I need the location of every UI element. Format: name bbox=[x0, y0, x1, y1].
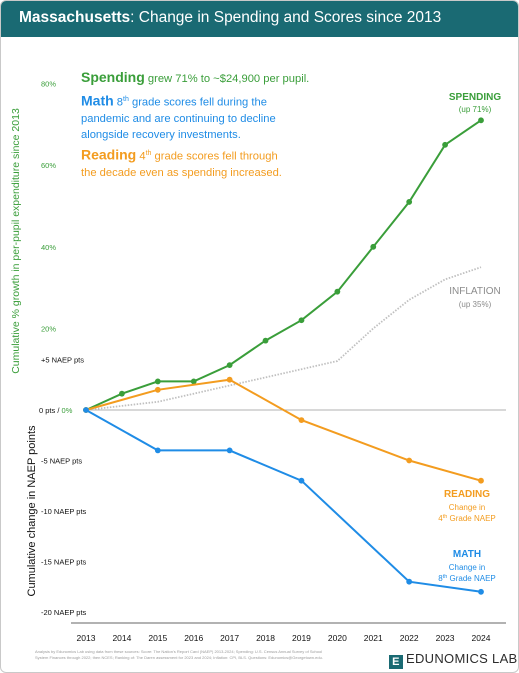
series-grade-reading: 4th Grade NAEP bbox=[438, 514, 496, 523]
title-bar: Massachusetts: Change in Spending and Sc… bbox=[1, 1, 518, 37]
annotation-spending: Spending grew 71% to ~$24,900 per pupil. bbox=[81, 69, 411, 87]
series-line-inflation bbox=[85, 266, 482, 411]
data-point-math bbox=[478, 588, 484, 595]
y-tick-pct: 20% bbox=[41, 324, 56, 333]
series-line-math bbox=[85, 409, 482, 593]
edunomics-logo-mark: E bbox=[389, 655, 403, 669]
data-point-spending bbox=[370, 243, 377, 250]
annotation-math-head: Math bbox=[81, 92, 114, 109]
x-tick-label: 2018 bbox=[256, 633, 275, 643]
data-point-reading bbox=[154, 386, 161, 393]
data-point-spending bbox=[226, 362, 233, 369]
data-point-spending bbox=[119, 390, 125, 397]
data-point-spending bbox=[154, 378, 161, 385]
y-tick-pts: -5 NAEP pts bbox=[41, 457, 82, 466]
series-label-reading: READING bbox=[444, 489, 490, 500]
series-line-reading bbox=[85, 378, 482, 482]
x-tick-label: 2022 bbox=[400, 633, 419, 643]
x-tick-label: 2015 bbox=[148, 633, 167, 643]
edunomics-logo-text: EDUNOMICS LAB bbox=[406, 651, 518, 666]
page-title: Massachusetts: Change in Spending and Sc… bbox=[19, 9, 441, 27]
y-axis-label-naep: Cumulative change in NAEP points bbox=[26, 425, 38, 597]
data-point-spending bbox=[190, 378, 197, 385]
y-tick-pts: +5 NAEP pts bbox=[41, 356, 84, 365]
annotation-math-body: grade scores fell during the pandemic an… bbox=[81, 96, 276, 141]
series-line-spending bbox=[85, 119, 482, 411]
data-point-reading bbox=[298, 417, 305, 423]
data-point-math bbox=[406, 578, 413, 585]
data-point-reading bbox=[226, 376, 233, 383]
series-grade-math: 8th Grade NAEP bbox=[438, 574, 496, 583]
title-state: Massachusetts bbox=[19, 9, 131, 26]
annotation-reading: Reading 4th grade scores fell through th… bbox=[81, 146, 296, 181]
data-point-spending bbox=[298, 317, 305, 324]
data-point-spending bbox=[406, 199, 413, 205]
y-tick-pts: -10 NAEP pts bbox=[41, 507, 87, 516]
x-tick-label: 2020 bbox=[328, 633, 347, 643]
annotation-reading-head: Reading bbox=[81, 146, 137, 163]
series-sub-spending: (up 71%) bbox=[459, 105, 492, 114]
series-label-inflation: INFLATION bbox=[449, 286, 500, 297]
line-chart: Cumulative % growth in per-pupil expendi… bbox=[10, 80, 506, 643]
annotation-reading-grade: 4 bbox=[139, 150, 146, 163]
x-tick-label: 2016 bbox=[184, 633, 203, 643]
annotation-spending-head: Spending bbox=[81, 69, 145, 85]
data-point-reading bbox=[478, 477, 484, 484]
x-tick-label: 2013 bbox=[77, 633, 96, 643]
x-tick-label: 2014 bbox=[112, 633, 131, 643]
x-tick-label: 2019 bbox=[292, 633, 311, 643]
annotation-reading-sup: th bbox=[145, 150, 152, 157]
data-point-reading bbox=[406, 457, 413, 464]
source-footnote: Analysis by Edunomics Lab using data fro… bbox=[35, 649, 323, 660]
x-tick-label: 2017 bbox=[220, 633, 239, 643]
y-tick-pct: 40% bbox=[41, 243, 56, 252]
data-point-spending bbox=[442, 141, 448, 148]
y-tick-zero: 0 pts / 0% bbox=[39, 406, 73, 415]
series-label-spending: SPENDING bbox=[449, 92, 501, 103]
data-point-spending bbox=[334, 288, 341, 295]
annotation-reading-body: grade scores fell through the decade eve… bbox=[81, 150, 282, 179]
annotation-spending-body: grew 71% to ~$24,900 per pupil. bbox=[144, 73, 310, 85]
series-label-math: MATH bbox=[453, 549, 481, 560]
edunomics-logo[interactable]: E EDUNOMICS LAB bbox=[389, 651, 518, 669]
series-sub-reading: Change in bbox=[449, 503, 485, 512]
x-tick-label: 2023 bbox=[436, 633, 455, 643]
data-point-spending bbox=[478, 117, 484, 124]
x-tick-label: 2024 bbox=[472, 633, 491, 643]
y-tick-pts: -20 NAEP pts bbox=[41, 608, 87, 617]
annotation-math: Math 8th grade scores fell during the pa… bbox=[81, 92, 296, 143]
x-tick-label: 2021 bbox=[364, 633, 383, 643]
y-tick-pts: -15 NAEP pts bbox=[41, 558, 87, 567]
data-point-spending bbox=[262, 337, 269, 344]
series-sub-inflation: (up 35%) bbox=[459, 300, 492, 309]
y-axis-label-spending: Cumulative % growth in per-pupil expendi… bbox=[10, 108, 22, 374]
data-point-math bbox=[226, 447, 233, 454]
title-rest: : Change in Spending and Scores since 20… bbox=[130, 9, 442, 26]
y-tick-pct: 60% bbox=[41, 161, 56, 170]
annotation-math-grade: 8 bbox=[116, 96, 124, 109]
y-tick-pct: 80% bbox=[41, 80, 56, 89]
data-point-math bbox=[83, 407, 89, 413]
data-point-math bbox=[154, 447, 161, 454]
series-sub-math: Change in bbox=[449, 563, 485, 572]
annotation-math-sup: th bbox=[123, 96, 129, 103]
data-point-math bbox=[298, 477, 305, 484]
